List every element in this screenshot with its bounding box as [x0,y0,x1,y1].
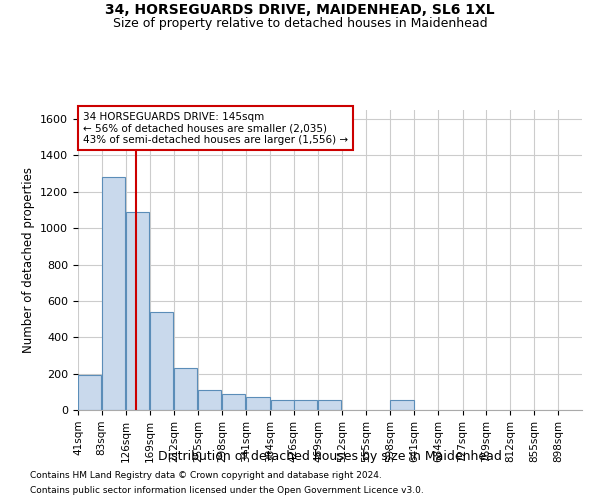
Text: Size of property relative to detached houses in Maidenhead: Size of property relative to detached ho… [113,18,487,30]
Bar [391,400,413,410]
Bar [294,400,317,410]
Text: Contains public sector information licensed under the Open Government Licence v3: Contains public sector information licen… [30,486,424,495]
Bar [247,398,269,410]
Bar [198,390,221,410]
Bar [78,376,101,410]
Bar [223,394,245,410]
Text: Distribution of detached houses by size in Maidenhead: Distribution of detached houses by size … [158,450,502,463]
Text: Contains HM Land Registry data © Crown copyright and database right 2024.: Contains HM Land Registry data © Crown c… [30,471,382,480]
Y-axis label: Number of detached properties: Number of detached properties [22,167,35,353]
Text: 34 HORSEGUARDS DRIVE: 145sqm
← 56% of detached houses are smaller (2,035)
43% of: 34 HORSEGUARDS DRIVE: 145sqm ← 56% of de… [83,112,348,144]
Bar [102,178,125,410]
Bar [318,400,341,410]
Bar [271,400,293,410]
Text: 34, HORSEGUARDS DRIVE, MAIDENHEAD, SL6 1XL: 34, HORSEGUARDS DRIVE, MAIDENHEAD, SL6 1… [105,2,495,16]
Bar [126,212,149,410]
Bar [150,312,173,410]
Bar [174,368,197,410]
